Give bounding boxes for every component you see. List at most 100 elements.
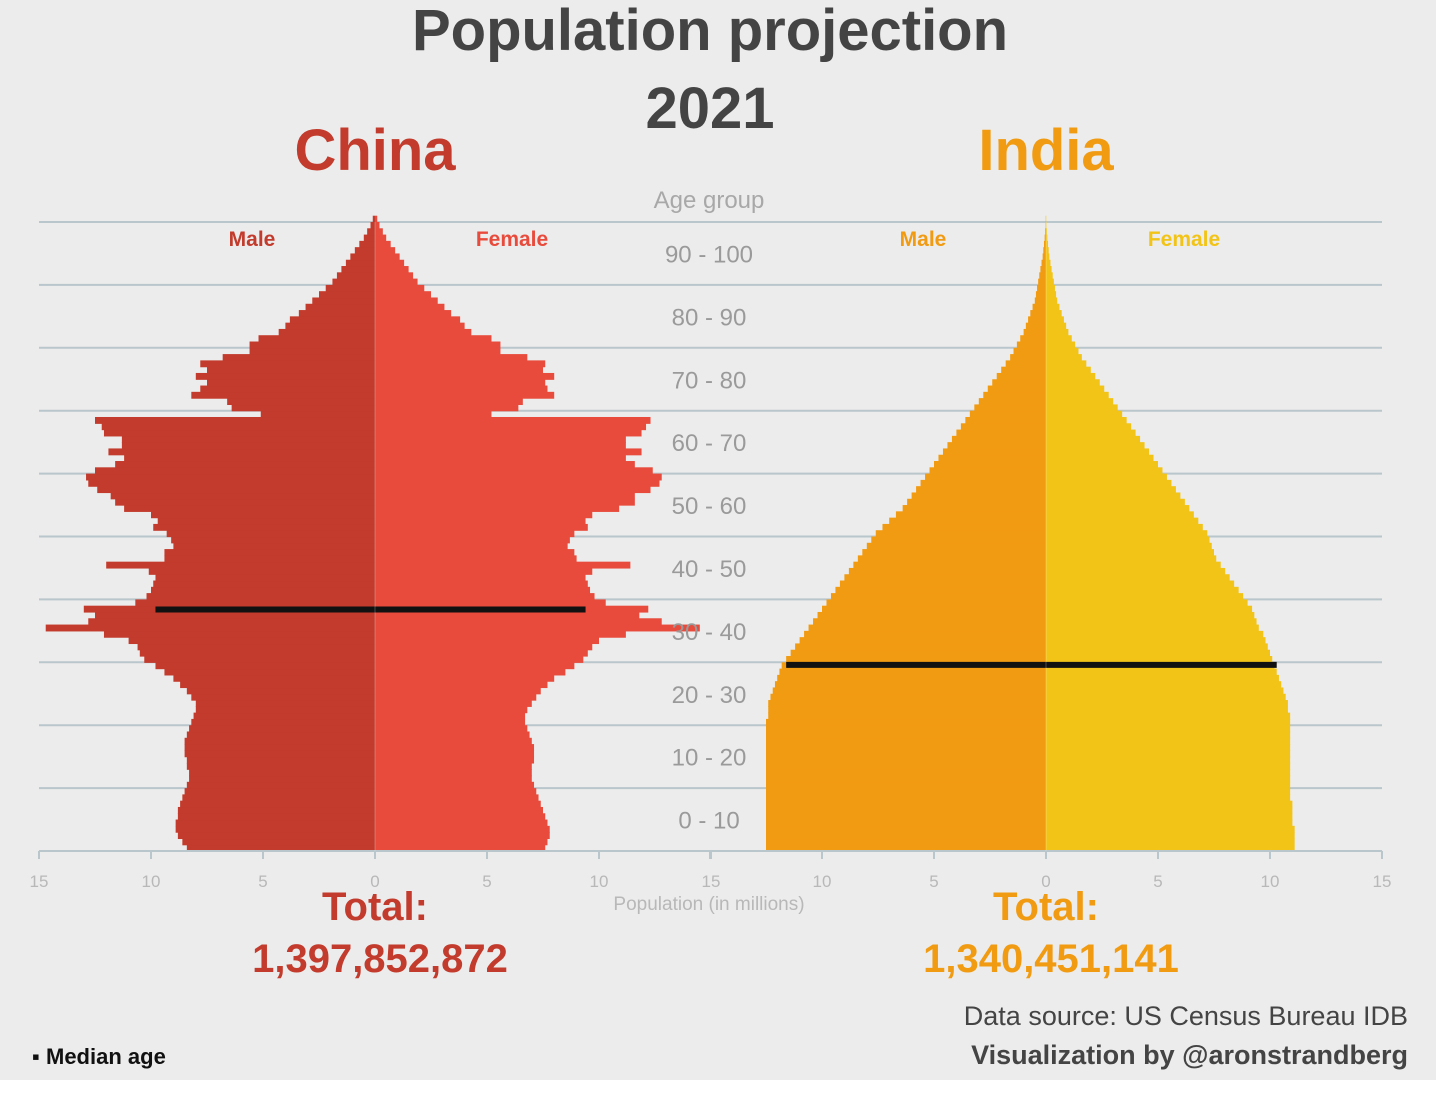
male-bar <box>341 266 375 273</box>
male-bar <box>770 693 1046 701</box>
male-bar <box>184 788 375 795</box>
male-bar <box>177 806 375 814</box>
male-bar <box>325 284 375 292</box>
median-age-legend: ▪ Median age <box>32 1044 166 1069</box>
male-bar <box>895 511 1046 519</box>
male-bar <box>795 643 1046 651</box>
female-bar <box>1046 498 1185 506</box>
male-bar <box>766 794 1046 802</box>
female-bar <box>1046 479 1172 487</box>
female-bar <box>1046 240 1049 248</box>
female-bar <box>1046 567 1226 575</box>
male-bar <box>1038 278 1046 286</box>
data-source-credit: Data source: US Census Bureau IDB <box>964 1001 1408 1031</box>
female-bar <box>375 379 546 387</box>
male-bar <box>766 769 1046 777</box>
pyramid-bars <box>45 215 1295 852</box>
female-bar <box>375 681 548 689</box>
male-bar <box>965 416 1046 424</box>
female-bar <box>375 253 400 261</box>
female-bar <box>1046 718 1291 726</box>
male-bar <box>974 404 1046 412</box>
male-bar <box>95 611 375 619</box>
female-bar <box>375 574 586 582</box>
male-bar <box>106 561 375 569</box>
male-bar <box>1035 291 1046 299</box>
male-bar <box>173 674 375 682</box>
male-bar <box>139 649 375 657</box>
male-bar <box>1030 310 1046 317</box>
male-bar <box>978 398 1046 406</box>
male-bar <box>1039 272 1046 280</box>
male-bar <box>207 366 375 374</box>
female-bar <box>375 517 586 525</box>
male-bar <box>191 718 375 726</box>
female-bar <box>1046 435 1141 443</box>
female-bar <box>375 310 452 317</box>
female-bar <box>1046 561 1221 569</box>
male-bar <box>180 681 375 689</box>
female-bar <box>1046 328 1069 336</box>
female-bar <box>375 391 555 399</box>
female-bar <box>375 328 472 336</box>
male-bar <box>350 253 375 261</box>
female-bar <box>1046 297 1058 305</box>
male-bar <box>173 542 375 550</box>
male-bar <box>1045 228 1046 236</box>
chart-year: 2021 <box>645 76 774 141</box>
female-bar <box>1046 291 1057 299</box>
x-tick-label: 0 <box>1041 872 1050 891</box>
male-bar <box>86 473 375 481</box>
male-bar <box>882 523 1046 531</box>
male-bar <box>1028 316 1046 324</box>
female-bar <box>375 549 575 556</box>
male-bar <box>332 278 375 286</box>
male-bar <box>195 700 375 707</box>
female-bar <box>1046 706 1288 714</box>
female-bar <box>375 762 532 770</box>
female-bar <box>1046 385 1105 393</box>
male-bar <box>101 423 375 431</box>
male-bar <box>857 555 1046 563</box>
female-bar <box>1046 693 1286 701</box>
female-bar <box>1046 391 1109 399</box>
female-bar <box>1046 379 1100 387</box>
male-bar <box>925 473 1046 481</box>
male-bar <box>231 404 375 412</box>
female-bar <box>1046 398 1114 406</box>
female-bar <box>375 523 588 531</box>
age-group-label: 10 - 20 <box>672 745 747 772</box>
age-group-label: 30 - 40 <box>672 619 747 646</box>
female-bar <box>1046 234 1048 242</box>
female-bar <box>1046 656 1273 663</box>
male-bar <box>207 379 375 387</box>
male-bar <box>766 825 1046 833</box>
male-bar <box>189 725 375 733</box>
female-bar <box>375 718 526 726</box>
female-bar <box>375 725 528 733</box>
female-bar <box>375 404 519 412</box>
male-bar <box>779 668 1046 676</box>
female-bar <box>1046 806 1293 814</box>
female-bar <box>375 542 568 550</box>
age-group-label: 80 - 90 <box>672 304 747 331</box>
female-bar <box>375 649 588 657</box>
female-bar <box>375 511 593 519</box>
male-bar <box>180 800 375 808</box>
female-bar <box>375 498 635 506</box>
female-bar <box>375 567 593 575</box>
male-bar <box>1037 284 1046 292</box>
female-bar <box>1046 360 1087 368</box>
x-tick-label: 5 <box>929 872 938 891</box>
female-bar <box>1046 744 1291 751</box>
male-bar <box>312 297 375 305</box>
female-bar <box>375 561 631 569</box>
india-female-label: Female <box>1148 228 1220 251</box>
male-bar <box>766 756 1046 764</box>
male-bar <box>822 605 1046 613</box>
male-bar <box>319 291 375 299</box>
male-bar <box>790 649 1046 657</box>
female-bar <box>375 611 640 619</box>
age-group-label: 50 - 60 <box>672 493 747 520</box>
female-bar <box>1046 844 1295 852</box>
